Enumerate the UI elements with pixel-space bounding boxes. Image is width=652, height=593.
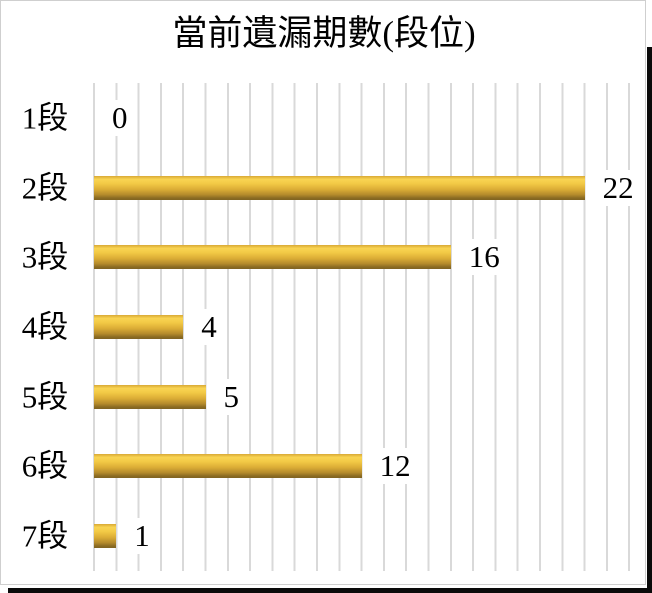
bar-track: 5 [94, 378, 647, 415]
category-label: 3段 [21, 239, 69, 275]
drop-shadow-right [647, 47, 652, 593]
bar [94, 524, 117, 549]
bar-rows: 1段 0 2段 22 3段 16 4段 4 5段 5 6段 12 7段 1 [1, 83, 647, 571]
category-label: 5段 [21, 379, 69, 415]
value-label: 12 [374, 448, 416, 485]
value-label: 22 [597, 169, 639, 206]
bar-track: 4 [94, 309, 647, 346]
category-label: 6段 [21, 448, 69, 484]
drop-shadow-bottom [8, 588, 652, 593]
chart-row: 7段 1 [1, 501, 647, 571]
bar-track: 1 [94, 518, 647, 555]
chart-title: 當前遺漏期數(段位) [172, 14, 476, 53]
value-label: 4 [196, 309, 222, 346]
value-label: 1 [129, 518, 155, 555]
bar-track: 0 [94, 99, 647, 136]
value-label: 0 [107, 99, 133, 136]
bar [94, 245, 451, 270]
chart-row: 1段 0 [1, 83, 647, 153]
category-label: 2段 [21, 170, 69, 206]
chart-row: 3段 16 [1, 222, 647, 292]
chart-card: 當前遺漏期數(段位) 1段 0 2段 22 3段 16 4段 4 5段 5 6段 12 7段 1 [0, 0, 646, 585]
chart-row: 4段 4 [1, 292, 647, 362]
category-label: 1段 [21, 100, 69, 136]
category-label: 4段 [21, 309, 69, 345]
chart-row: 6段 12 [1, 432, 647, 502]
value-label: 16 [463, 239, 505, 276]
chart-row: 5段 5 [1, 362, 647, 432]
bar [94, 384, 206, 409]
bar-track: 22 [94, 169, 647, 206]
bar [94, 454, 362, 479]
value-label: 5 [218, 378, 244, 415]
chart-row: 2段 22 [1, 153, 647, 223]
bar [94, 175, 585, 200]
bar-track: 16 [94, 239, 647, 276]
bar [94, 315, 184, 340]
category-label: 7段 [21, 518, 69, 554]
bar-track: 12 [94, 448, 647, 485]
